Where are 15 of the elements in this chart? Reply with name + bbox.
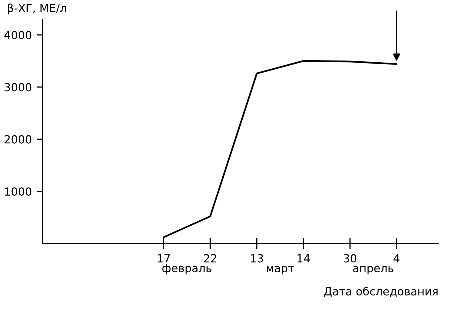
x-tick-label: 30 — [344, 254, 357, 263]
text: февраль — [162, 264, 212, 275]
x-tick-label: 13 — [251, 254, 264, 263]
x-axis-title: Дата обследования — [324, 286, 438, 298]
y-tick-label: 2000 — [4, 135, 32, 144]
text: март — [267, 266, 294, 275]
y-tick-label: 3000 — [4, 83, 32, 92]
x-tick-label: 17 — [158, 254, 170, 263]
x-tick-label: 14 — [298, 254, 310, 263]
text: апрель — [353, 266, 394, 275]
x-tick-label: 4 — [394, 254, 400, 263]
y-tick-label: 4000 — [4, 31, 32, 40]
y-tick-label: 1000 — [5, 188, 32, 196]
y-axis-title: β-ХГ, МЕ/л — [8, 4, 66, 15]
x-tick-label: 22 — [204, 254, 216, 263]
